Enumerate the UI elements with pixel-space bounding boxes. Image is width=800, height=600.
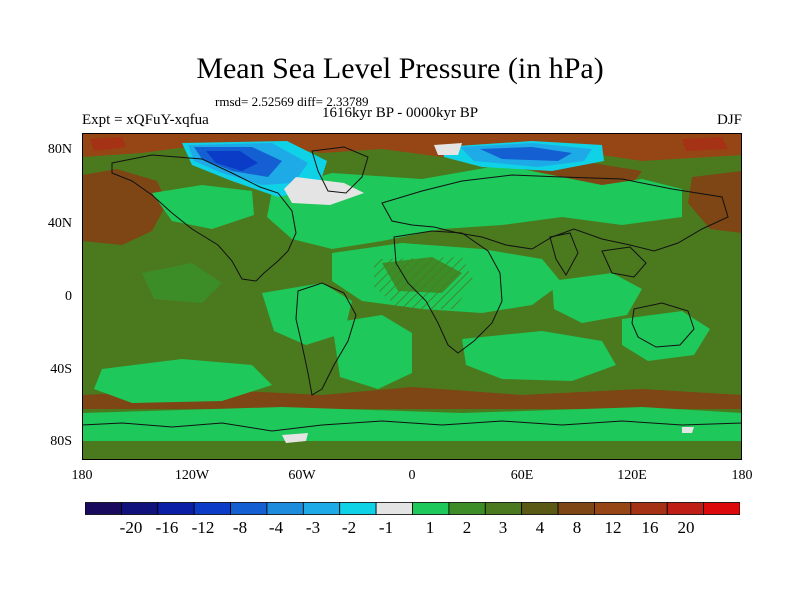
colorbar-box (557, 502, 595, 515)
lon-label-120w: 120W (174, 468, 210, 483)
colorbar-label: 4 (535, 518, 545, 537)
colorbar-label: 3 (498, 518, 508, 537)
lon-label-180w: 180 (71, 468, 93, 483)
colorbar-box (375, 502, 413, 515)
colorbar-box (412, 502, 450, 515)
colorbar-label: 16 (641, 518, 659, 537)
stats-readout: rmsd= 2.52569 diff= 2.33789 (215, 94, 369, 109)
field-antarctic-white-right (682, 427, 694, 433)
coast-north-america (111, 154, 297, 282)
field-south-pacific (94, 359, 272, 403)
field-arabian-sea (552, 273, 642, 323)
field-antarctic-white-left (282, 433, 308, 443)
colorbar-box (339, 502, 377, 515)
pressure-anomaly-map (82, 133, 742, 460)
field-red-spot-left (90, 137, 126, 151)
field-north-pacific-east (688, 171, 742, 233)
coast-south-america (295, 282, 357, 396)
colorbar-box (193, 502, 231, 515)
field-midgreen-pacific (142, 263, 222, 303)
colorbar-label: 1 (425, 518, 435, 537)
colorbar-label: 12 (604, 518, 622, 537)
colorbar-box (448, 502, 486, 515)
significance-hatching (374, 257, 474, 309)
colorbar-box (266, 502, 304, 515)
plot-title: Mean Sea Level Pressure (in hPa) (196, 52, 604, 85)
coast-antarctica (82, 420, 742, 432)
period-label: 1616kyr BP - 0000kyr BP (322, 105, 479, 121)
colorbar-box (594, 502, 632, 515)
coast-india (549, 232, 579, 276)
colorbar-label: 2 (462, 518, 472, 537)
colorbar (85, 502, 740, 515)
coast-australia (631, 302, 695, 348)
experiment-label: Expt = xQFuY-xqfua (82, 112, 209, 128)
field-south-america (332, 315, 412, 389)
season-label: DJF (716, 112, 742, 128)
field-siberia-white (434, 143, 462, 155)
colorbar-box (521, 502, 559, 515)
lon-label-0: 0 (408, 468, 416, 483)
lon-label-120e: 120E (617, 468, 647, 483)
colorbar-label: -8 (232, 518, 248, 537)
colorbar-box (703, 502, 740, 515)
field-north-pacific-west (82, 169, 167, 245)
colorbar-box (302, 502, 341, 515)
colorbar-label: 8 (572, 518, 582, 537)
lat-label-eq: 0 (65, 289, 72, 304)
colorbar-label: -12 (191, 518, 215, 537)
coastlines (82, 146, 742, 432)
coast-greenland (311, 146, 369, 194)
field-red-spot-right (682, 137, 728, 151)
colorbar-box (157, 502, 195, 515)
colorbar-box (666, 502, 705, 515)
field-south-indian (462, 331, 616, 381)
field-north-atlantic-belt (267, 165, 682, 249)
colorbar-label: -1 (378, 518, 394, 537)
coast-africa (393, 230, 503, 354)
field-greenland-darkblue (206, 151, 258, 171)
field-australia (622, 311, 710, 361)
field-east-pacific (262, 283, 352, 345)
field-siberia-blue (480, 147, 572, 161)
coast-southeast-asia (601, 246, 647, 278)
colorbar-label: -20 (119, 518, 143, 537)
lat-label-40n: 40N (47, 216, 72, 231)
colorbar-box (85, 502, 122, 515)
colorbar-label: -3 (305, 518, 321, 537)
colorbar-label: -2 (341, 518, 357, 537)
lat-label-40s: 40S (50, 362, 72, 377)
colorbar-box (120, 502, 159, 515)
colorbar-box (630, 502, 668, 515)
colorbar-box (230, 502, 268, 515)
colorbar-box (484, 502, 523, 515)
field-greenland-white (284, 177, 364, 205)
colorbar-label: 20 (677, 518, 695, 537)
field-southern-belt (82, 407, 742, 441)
lat-label-80n: 80N (47, 142, 72, 157)
colorbar-label: -4 (268, 518, 284, 537)
lon-label-60w: 60W (288, 468, 316, 483)
lon-label-60e: 60E (510, 468, 534, 483)
lat-label-80s: 80S (50, 434, 72, 449)
lon-label-180e: 180 (731, 468, 753, 483)
colorbar-label: -16 (155, 518, 179, 537)
map-frame (82, 133, 742, 460)
